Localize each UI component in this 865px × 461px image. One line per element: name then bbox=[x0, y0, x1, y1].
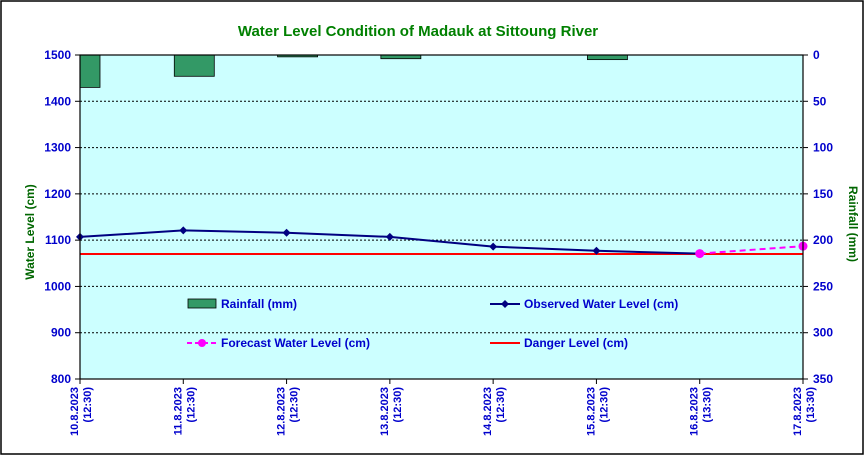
legend-danger-label: Danger Level (cm) bbox=[524, 336, 628, 350]
y-tick-label: 1400 bbox=[44, 94, 71, 108]
y2-tick-label: 50 bbox=[813, 94, 827, 108]
x-tick-date: 17.8.2023 bbox=[792, 387, 804, 436]
y2-tick-label: 100 bbox=[813, 141, 833, 155]
x-tick-time: (12:30) bbox=[598, 387, 610, 423]
forecast-line bbox=[699, 245, 804, 255]
plot-border bbox=[79, 54, 804, 380]
y2-tick-label: 150 bbox=[813, 187, 833, 201]
y2-axis-label: Rainfall (mm) bbox=[846, 186, 860, 262]
legend-observed-label: Observed Water Level (cm) bbox=[524, 297, 678, 311]
x-tick-date: 10.8.2023 bbox=[69, 387, 81, 436]
y2-tick-label: 300 bbox=[813, 326, 833, 340]
y2-tick-label: 0 bbox=[813, 48, 820, 62]
x-tick-label: 10.8.2023 (12:30) bbox=[69, 387, 94, 436]
x-tick-time: (12:30) bbox=[392, 387, 404, 423]
y2-tick-label: 350 bbox=[813, 372, 833, 386]
observed-point bbox=[282, 228, 291, 237]
plot-area bbox=[80, 55, 803, 379]
x-tick-date: 15.8.2023 bbox=[585, 387, 597, 436]
legend-rainfall-label: Rainfall (mm) bbox=[221, 297, 297, 311]
rainfall-bar bbox=[173, 54, 215, 77]
y2-tick-label: 200 bbox=[813, 233, 833, 247]
x-tick-time: (12:30) bbox=[82, 387, 94, 423]
x-tick-date: 13.8.2023 bbox=[379, 387, 391, 436]
legend-rainfall-swatch bbox=[187, 298, 217, 309]
legend-forecast-label: Forecast Water Level (cm) bbox=[221, 336, 370, 350]
y-tick-label: 1100 bbox=[45, 233, 71, 247]
y-axis-label: Water Level (cm) bbox=[23, 184, 37, 280]
forecast-point bbox=[695, 249, 705, 259]
observed-point bbox=[385, 232, 394, 241]
x-tick-label: 14.8.2023 (12:30) bbox=[482, 387, 507, 436]
x-tick-label: 16.8.2023 (13:30) bbox=[689, 387, 714, 436]
observed-point bbox=[179, 226, 188, 235]
chart-title: Water Level Condition of Madauk at Sitto… bbox=[238, 23, 598, 40]
y-tick-label: 800 bbox=[51, 372, 71, 386]
observed-point bbox=[489, 242, 498, 251]
y-tick-label: 1500 bbox=[44, 48, 71, 62]
rainfall-bar bbox=[587, 54, 628, 61]
y-tick-label: 900 bbox=[51, 326, 71, 340]
grid-lines bbox=[80, 100, 803, 334]
axes: 1500 1400 1300 1200 1100 1000 900 800 0 50 100 150 2… bbox=[44, 48, 833, 436]
x-tick-time: (13:30) bbox=[702, 387, 714, 423]
y-tick-label: 1200 bbox=[44, 187, 71, 201]
x-tick-label: 12.8.2023 (12:30) bbox=[276, 387, 301, 436]
x-tick-time: (12:30) bbox=[289, 387, 301, 423]
forecast-series bbox=[695, 241, 808, 259]
x-tick-date: 12.8.2023 bbox=[276, 387, 288, 436]
x-tick-label: 15.8.2023 (12:30) bbox=[585, 387, 610, 436]
x-tick-label: 13.8.2023 (12:30) bbox=[379, 387, 404, 436]
observed-point bbox=[592, 246, 601, 255]
y2-tick-label: 250 bbox=[813, 279, 833, 293]
rainfall-bar bbox=[79, 54, 101, 88]
x-tick-label: 11.8.2023 (12:30) bbox=[172, 387, 197, 436]
x-tick-date: 11.8.2023 bbox=[172, 387, 184, 435]
legend-forecast-marker bbox=[198, 339, 206, 347]
y-tick-label: 1300 bbox=[44, 141, 71, 155]
x-tick-date: 16.8.2023 bbox=[689, 387, 701, 436]
x-tick-label: 17.8.2023 (13:30) bbox=[792, 387, 817, 436]
legend: Rainfall (mm) Observed Water Level (cm) Fo… bbox=[187, 297, 678, 350]
y-tick-label: 1000 bbox=[44, 279, 71, 293]
observed-series bbox=[76, 226, 704, 258]
legend-observed-marker bbox=[501, 300, 509, 308]
x-tick-date: 14.8.2023 bbox=[482, 387, 494, 436]
x-tick-time: (12:30) bbox=[185, 387, 197, 423]
x-tick-time: (13:30) bbox=[805, 387, 817, 423]
x-tick-time: (12:30) bbox=[495, 387, 507, 423]
